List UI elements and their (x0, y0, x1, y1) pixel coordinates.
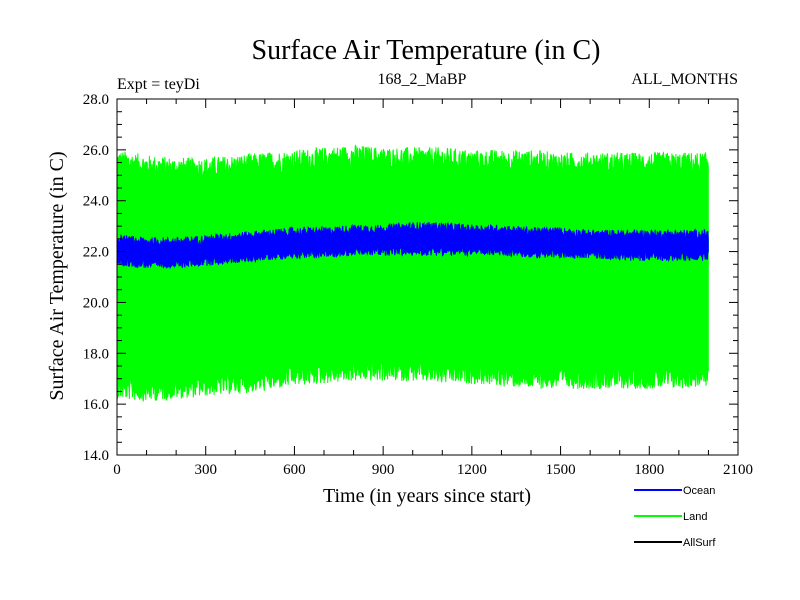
plot-frame (116, 98, 739, 456)
band-ocean (116, 221, 709, 269)
expt-label: Expt = teyDi (117, 76, 200, 93)
y-tick-label: 24.0 (83, 194, 109, 210)
legend-label-allsurf: AllSurf (683, 537, 716, 549)
x-tick-labels: 0 300 600 900 1200 1500 1800 2100 (113, 462, 753, 478)
chart-title: Surface Air Temperature (in C) (252, 35, 601, 66)
band-land (116, 144, 709, 402)
x-tick-label: 900 (372, 462, 395, 478)
x-axis-label: Time (in years since start) (323, 485, 531, 507)
x-tick-label: 1200 (457, 462, 487, 478)
x-tick-label: 600 (283, 462, 306, 478)
legend-label-ocean: Ocean (683, 485, 715, 497)
y-tick-label: 16.0 (83, 397, 109, 413)
x-tick-label: 300 (194, 462, 217, 478)
y-tick-label: 28.0 (83, 92, 109, 108)
x-tick-label: 2100 (723, 462, 753, 478)
data-bands (116, 144, 709, 402)
y-tick-label: 14.0 (83, 448, 109, 464)
y-tick-labels: 14.0 16.0 18.0 20.0 22.0 24.0 26.0 28.0 (83, 92, 109, 464)
y-tick-label: 20.0 (83, 295, 109, 311)
y-axis-label: Surface Air Temperature (in C) (46, 151, 68, 400)
y-tick-label: 26.0 (83, 143, 109, 159)
y-tick-label: 22.0 (83, 245, 109, 261)
legend: Ocean Land AllSurf (634, 485, 716, 549)
legend-label-land: Land (683, 511, 707, 523)
y-tick-label: 18.0 (83, 346, 109, 362)
period-label: 168_2_MaBP (378, 71, 467, 88)
x-tick-label: 1500 (546, 462, 576, 478)
x-tick-label: 1800 (634, 462, 664, 478)
x-tick-label: 0 (113, 462, 121, 478)
months-label: ALL_MONTHS (631, 71, 738, 88)
